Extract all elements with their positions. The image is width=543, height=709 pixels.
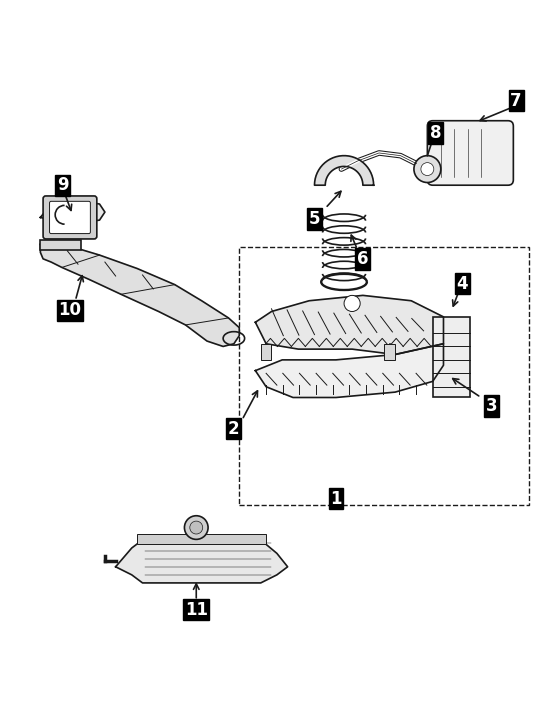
Text: 10: 10 <box>59 301 81 320</box>
Polygon shape <box>255 296 444 354</box>
Text: 2: 2 <box>228 420 239 437</box>
Text: 9: 9 <box>57 177 69 194</box>
Text: 3: 3 <box>486 397 498 415</box>
Polygon shape <box>314 156 374 185</box>
Bar <box>384 344 395 360</box>
Bar <box>239 247 529 505</box>
Polygon shape <box>116 540 288 583</box>
Bar <box>433 317 470 398</box>
Circle shape <box>414 156 441 182</box>
Circle shape <box>185 515 208 540</box>
FancyBboxPatch shape <box>49 201 90 233</box>
Circle shape <box>344 296 360 311</box>
Bar <box>261 344 272 360</box>
FancyBboxPatch shape <box>427 121 513 185</box>
Bar <box>137 534 266 544</box>
Circle shape <box>190 521 203 534</box>
Text: 7: 7 <box>510 92 522 110</box>
Text: 5: 5 <box>309 210 320 228</box>
Text: 4: 4 <box>457 274 468 293</box>
Text: 6: 6 <box>357 250 369 268</box>
Bar <box>40 240 81 250</box>
FancyBboxPatch shape <box>43 196 97 239</box>
Polygon shape <box>255 344 444 398</box>
Text: 1: 1 <box>330 489 342 508</box>
Text: 8: 8 <box>430 124 441 142</box>
Text: 11: 11 <box>185 601 208 619</box>
Polygon shape <box>40 242 239 347</box>
Polygon shape <box>40 201 105 223</box>
Circle shape <box>421 162 434 176</box>
